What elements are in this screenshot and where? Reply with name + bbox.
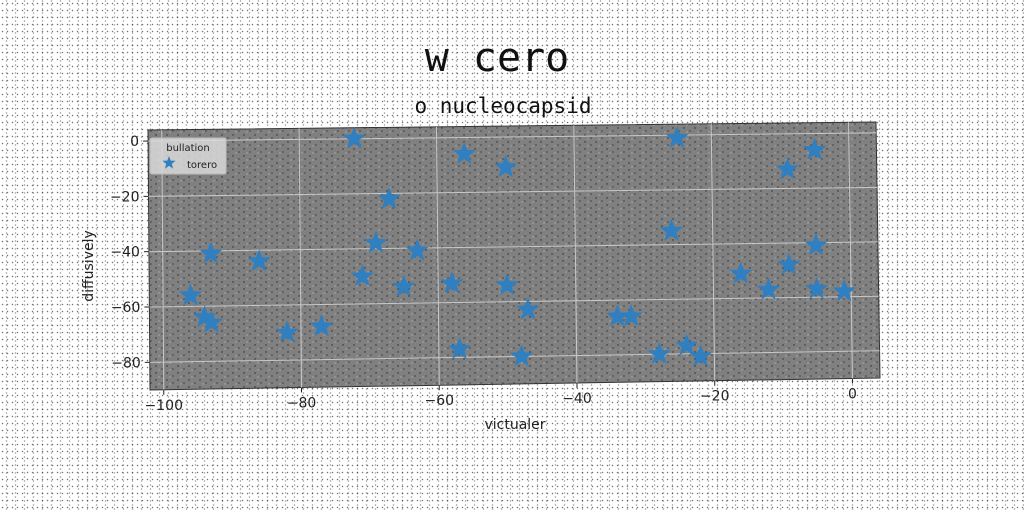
data-point xyxy=(275,320,299,343)
data-point xyxy=(405,238,429,261)
data-point xyxy=(832,279,856,302)
y-grid-line xyxy=(148,186,878,197)
data-point xyxy=(775,157,799,180)
y-tick-label: −40 xyxy=(110,245,140,261)
y-tick-label: −20 xyxy=(110,189,140,205)
data-point xyxy=(777,252,801,275)
data-point xyxy=(179,283,203,306)
legend-title: bullation xyxy=(166,143,210,154)
data-point xyxy=(665,125,689,148)
x-grid-line xyxy=(848,122,853,379)
y-grid-line xyxy=(149,350,880,363)
data-point xyxy=(350,264,374,287)
data-point xyxy=(452,141,476,164)
data-point xyxy=(619,304,643,327)
data-point xyxy=(659,218,683,241)
data-point xyxy=(494,155,518,178)
x-tick-label: −100 xyxy=(145,398,183,414)
y-grid-line xyxy=(148,241,878,253)
x-grid-line xyxy=(298,128,303,388)
data-point xyxy=(199,310,223,333)
y-grid-line xyxy=(148,132,877,142)
x-grid-line xyxy=(573,125,578,383)
legend-marker-star-icon xyxy=(162,156,176,169)
y-axis-label: diffusively xyxy=(81,230,97,302)
data-point xyxy=(689,344,713,367)
data-point xyxy=(729,261,753,284)
x-tick-label: −60 xyxy=(424,393,454,409)
data-point xyxy=(516,297,540,320)
data-point xyxy=(757,277,781,300)
data-point xyxy=(199,241,223,264)
data-point xyxy=(440,271,464,294)
x-tick-label: 0 xyxy=(848,386,857,402)
data-point xyxy=(804,233,828,256)
data-point xyxy=(392,274,416,297)
data-point xyxy=(448,337,472,360)
data-point xyxy=(342,126,366,149)
data-point xyxy=(675,333,699,356)
legend-star-icon xyxy=(162,156,176,169)
y-grid-line xyxy=(149,295,879,308)
data-point xyxy=(495,273,519,296)
data-point xyxy=(647,342,671,365)
data-points xyxy=(179,125,856,367)
chart-subtitle: o nucleocapsid xyxy=(414,94,591,118)
y-tick-label: −80 xyxy=(111,355,141,371)
data-point xyxy=(310,314,334,337)
data-point xyxy=(377,186,401,209)
chart-title: w cero xyxy=(425,35,570,81)
legend: bullation torero xyxy=(149,137,227,175)
grid-lines xyxy=(148,122,880,390)
data-point xyxy=(510,344,534,367)
x-tick-label: −20 xyxy=(700,389,730,405)
data-point xyxy=(805,276,829,299)
x-axis-label: victualer xyxy=(484,417,545,433)
x-grid-line xyxy=(435,126,440,386)
x-tick-label: −40 xyxy=(562,391,592,407)
legend-label: torero xyxy=(187,160,217,171)
data-point xyxy=(803,137,827,160)
x-grid-line xyxy=(710,123,716,381)
axes: −100 −80 −60 −40 −20 0 0 −20 −40 −60 −80 xyxy=(110,134,857,414)
x-tick-label: −80 xyxy=(287,396,317,412)
y-tick-label: 0 xyxy=(130,134,139,150)
data-point xyxy=(364,230,388,253)
y-tick-label: −60 xyxy=(111,300,141,316)
data-point xyxy=(247,249,271,272)
